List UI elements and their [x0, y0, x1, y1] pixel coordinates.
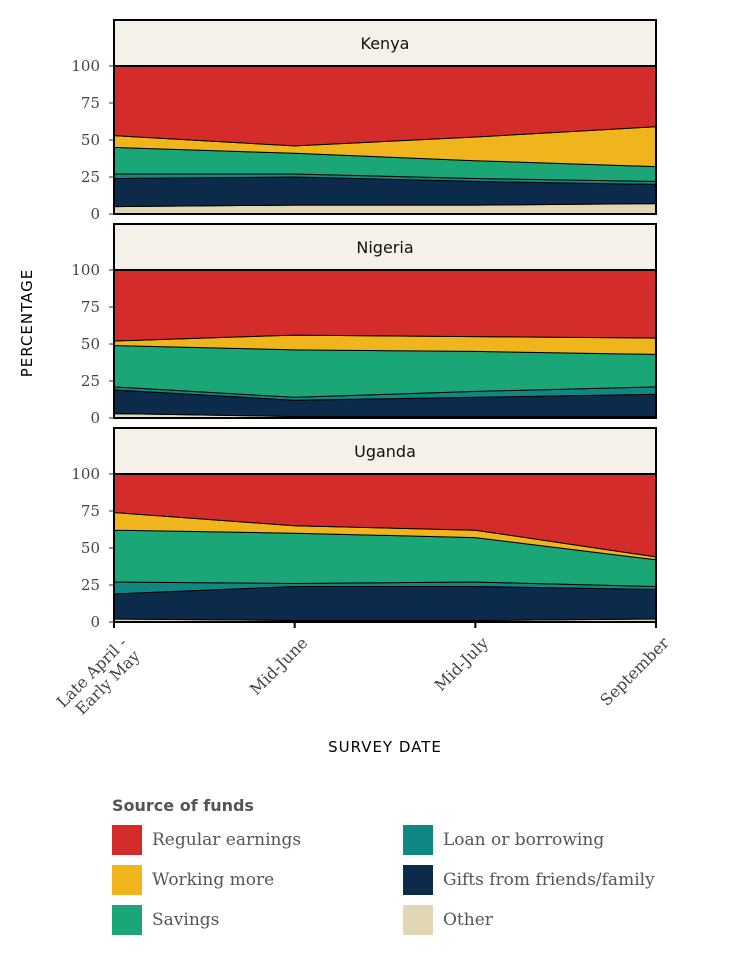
y-tick-label: 75 — [81, 502, 100, 520]
y-tick-label: 50 — [81, 335, 100, 353]
x-tick-label-mid-july: Mid-July — [431, 633, 493, 695]
legend-swatch — [112, 905, 142, 935]
facet-title: Nigeria — [356, 238, 413, 257]
legend-item-loan-or-borrowing: Loan or borrowing — [403, 825, 703, 855]
x-tick-label-mid-june: Mid-June — [246, 633, 312, 699]
x-axis: Late April -Early May Mid-June Mid-July Sep… — [53, 622, 673, 724]
stacked-area-chart: PERCENTAGE SURVEY DATE Kenya0255075100Ni… — [18, 19, 673, 756]
legend-item-working-more: Working more — [112, 865, 403, 895]
legend-items: Regular earnings Loan or borrowing Working… — [112, 825, 712, 935]
legend-title: Source of funds — [112, 796, 254, 815]
x-tick-label-late-april-early-may: Late April -Early May — [53, 633, 144, 724]
y-axis-title: PERCENTAGE — [18, 269, 36, 377]
x-axis-title: SURVEY DATE — [328, 738, 442, 756]
facet-header — [113, 427, 657, 475]
chart-panels: Kenya 0 25 50 75 100 Nigeria 0 25 50 75 100 Uganda 0 2… — [71, 19, 657, 631]
facet-header — [113, 223, 657, 271]
y-tick-label: 75 — [81, 298, 100, 316]
y-tick-label: 25 — [81, 372, 100, 390]
y-tick-label: 0 — [90, 205, 100, 223]
legend-label: Savings — [152, 910, 220, 930]
legend-label: Other — [443, 910, 493, 930]
legend-item-regular-earnings: Regular earnings — [112, 825, 403, 855]
legend-swatch — [403, 865, 433, 895]
y-tick-label: 0 — [90, 613, 100, 631]
legend-label: Gifts from friends/family — [443, 870, 655, 890]
legend-item-savings: Savings — [112, 905, 403, 935]
legend-swatch — [112, 825, 142, 855]
y-tick-label: 100 — [71, 261, 100, 279]
panel-nigeria: Nigeria 0 25 50 75 100 — [71, 223, 657, 427]
legend: Source of funds Regular earnings Loan or … — [112, 796, 712, 935]
facet-header — [113, 19, 657, 67]
y-tick-label: 100 — [71, 57, 100, 75]
area-gifts-from-friends-family — [113, 586, 657, 621]
y-tick-label: 25 — [81, 576, 100, 594]
legend-item-gifts-from-friends-family: Gifts from friends/family — [403, 865, 703, 895]
y-tick-label: 0 — [90, 409, 100, 427]
legend-label: Regular earnings — [152, 830, 302, 850]
x-tick-label-september: September — [596, 633, 673, 710]
area-regular-earnings — [113, 269, 657, 342]
panel-kenya: Kenya 0 25 50 75 100 — [71, 19, 657, 223]
facet-title: Kenya — [361, 34, 410, 53]
y-tick-label: 50 — [81, 539, 100, 557]
y-tick-label: 100 — [71, 465, 100, 483]
legend-label: Working more — [152, 870, 275, 890]
facet-title: Uganda — [354, 442, 416, 461]
legend-swatch — [403, 905, 433, 935]
y-tick-label: 25 — [81, 168, 100, 186]
legend-item-other: Other — [403, 905, 703, 935]
legend-label: Loan or borrowing — [443, 830, 605, 850]
y-tick-label: 75 — [81, 94, 100, 112]
y-tick-label: 50 — [81, 131, 100, 149]
panel-uganda: Uganda 0 25 50 75 100 — [71, 427, 657, 631]
legend-swatch — [403, 825, 433, 855]
legend-swatch — [112, 865, 142, 895]
